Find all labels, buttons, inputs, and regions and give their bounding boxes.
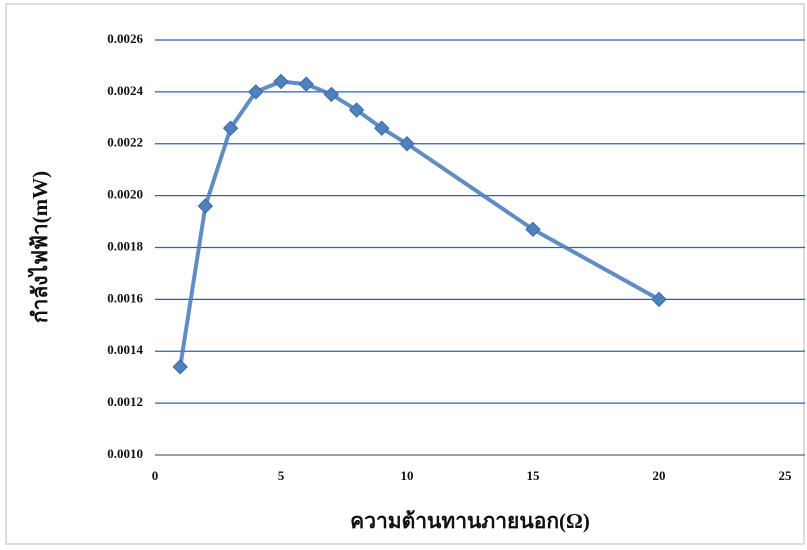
y-tick-label: 0.0020 [107,187,143,202]
y-tick-label: 0.0016 [107,290,143,305]
data-line [178,79,660,368]
x-tick-label: 25 [779,468,793,483]
x-axis-title: ความต้านทานภายนอก(Ω) [350,509,590,533]
x-tick-label: 20 [653,468,666,483]
data-marker [172,359,188,375]
y-tick-label: 0.0018 [107,238,143,253]
chart-frame [5,3,805,545]
y-tick-label: 0.0024 [107,83,143,98]
x-tick-label: 5 [278,468,285,483]
data-marker [248,84,264,100]
data-marker [222,120,239,136]
data-marker [651,291,667,308]
data-marker [399,136,415,152]
y-axis-title: กำลังไฟฟ้า(mW) [27,171,52,323]
y-tick-label: 0.0010 [107,446,143,461]
data-marker [525,221,541,238]
y-tick-label: 0.0026 [107,31,143,46]
data-marker [323,86,340,103]
x-tick-label: 15 [527,468,541,483]
y-tick-label: 0.0012 [107,394,143,409]
data-marker [348,102,365,118]
y-tick-label: 0.0014 [107,342,143,357]
data-marker [273,73,289,90]
data-marker [374,120,390,136]
x-tick-label: 0 [152,468,159,483]
data-marker [298,76,314,92]
y-tick-label: 0.0022 [107,135,143,150]
x-tick-label: 10 [401,468,414,483]
data-marker [197,198,214,214]
